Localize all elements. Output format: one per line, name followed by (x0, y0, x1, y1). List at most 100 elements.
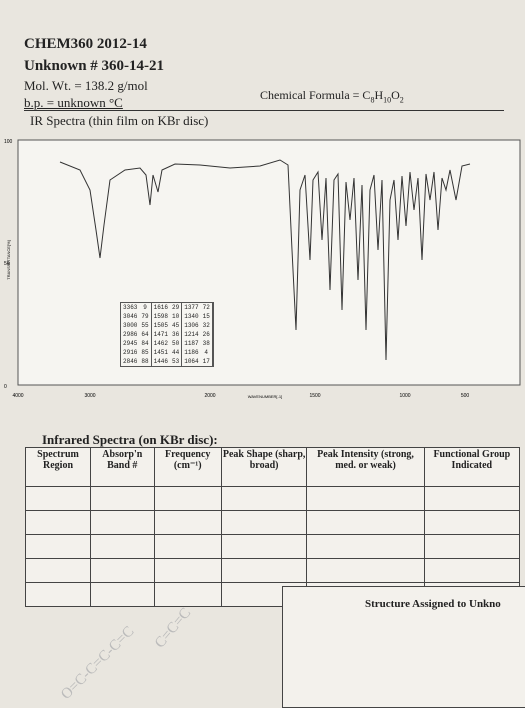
peak-cell: 38 (200, 339, 213, 348)
peak-cell: 3000 (123, 322, 138, 329)
empty-cell (24, 582, 92, 607)
course: CHEM360 2012-14 (24, 36, 147, 52)
x-tick-label: 1000 (399, 393, 410, 399)
peak-cell: 50 (170, 339, 183, 348)
empty-row (24, 486, 521, 511)
empty-cell (153, 558, 222, 583)
peak-cell: 4 (200, 348, 213, 357)
x-tick-label: 2000 (204, 393, 215, 399)
peak-row: 3000 55 1505 45 1306 32 (121, 321, 213, 330)
empty-cell (153, 534, 222, 559)
peak-cell: 3363 (123, 304, 138, 311)
x-tick-label: 500 (461, 393, 470, 399)
peak-row: 3046 79 1598 10 1340 15 (121, 312, 213, 321)
column-header: Peak Intensity (strong, med. or weak) (306, 447, 425, 487)
peak-row: 3363 9 1616 29 1377 72 (121, 303, 213, 312)
empty-cell (24, 510, 92, 535)
empty-cell (306, 558, 425, 583)
spectrum-trace (59, 159, 471, 361)
peak-cell: 1451 (153, 349, 169, 356)
empty-cell (423, 510, 521, 535)
empty-cell (90, 582, 155, 607)
y-axis-label: TRANSMITTANCE[%] (6, 240, 11, 279)
structure-box (282, 586, 525, 708)
peak-cell: 88 (139, 357, 152, 366)
formula-part: 8 (370, 95, 375, 105)
peak-cell: 1462 (153, 340, 169, 347)
empty-cell (90, 486, 155, 511)
rule (24, 110, 504, 111)
column-header: Frequency (cm⁻¹) (153, 447, 222, 487)
empty-cell (90, 510, 155, 535)
empty-cell (90, 534, 155, 559)
empty-cell (423, 558, 521, 583)
empty-cell (24, 534, 92, 559)
formula-part: 2 (399, 95, 404, 105)
header-row: Spectrum Region Absorp'n Band # Frequency … (24, 447, 521, 487)
empty-row (24, 558, 521, 583)
empty-cell (423, 486, 521, 511)
peak-cell: 1616 (153, 304, 169, 311)
peak-cell: 84 (139, 339, 152, 348)
formula-part: C (362, 88, 371, 102)
mol-wt: Mol. Wt. = 138.2 g/mol (24, 78, 148, 93)
empty-cell (306, 510, 425, 535)
peak-row: 2846 88 1446 53 1064 17 (121, 357, 213, 366)
peak-cell: 32 (200, 321, 213, 330)
column-header: Absorp'n Band # (90, 447, 155, 487)
peak-cell: 1064 (184, 358, 199, 365)
peak-cell: 1186 (184, 349, 199, 356)
formula-label: Chemical Formula = (260, 88, 363, 102)
empty-cell (423, 534, 521, 559)
empty-cell (153, 486, 222, 511)
empty-cell (306, 486, 425, 511)
empty-cell (90, 558, 155, 583)
empty-cell (306, 534, 425, 559)
peak-row: 2945 84 1462 50 1187 38 (121, 339, 213, 348)
peak-cell: 10 (170, 312, 183, 321)
empty-cell (24, 486, 92, 511)
handwriting: C=C=C (151, 605, 195, 652)
peak-cell: 3046 (123, 313, 138, 320)
peak-row: 2986 64 1471 36 1214 26 (121, 330, 213, 339)
peak-cell: 2846 (123, 358, 138, 365)
peak-cell: 1340 (184, 313, 199, 320)
peak-cell: 2916 (123, 349, 138, 356)
worksheet-title: Infrared Spectra (on KBr disc): (42, 432, 218, 447)
peak-cell: 29 (170, 303, 183, 312)
peak-cell: 1505 (153, 322, 169, 329)
peak-cell: 9 (139, 303, 152, 312)
peak-cell: 26 (200, 330, 213, 339)
structure-label: Structure Assigned to Unkno (365, 598, 501, 610)
y-tick-label: 50 (4, 261, 10, 267)
peak-cell: 1446 (153, 358, 169, 365)
peak-cell: 36 (170, 330, 183, 339)
peak-cell: 17 (200, 357, 213, 366)
peak-cell: 1214 (184, 331, 199, 338)
worksheet-table: Spectrum Region Absorp'n Band # Frequency … (24, 447, 521, 607)
peak-cell: 1306 (184, 322, 199, 329)
x-tick-label: 3000 (84, 393, 95, 399)
peak-cell: 15 (200, 312, 213, 321)
plot-frame (17, 139, 521, 386)
empty-cell (153, 510, 222, 535)
bp: b.p. = unknown °C (24, 95, 123, 110)
empty-cell (220, 558, 308, 583)
empty-cell (153, 582, 222, 607)
unknown-id: Unknown # 360-14-21 (24, 58, 165, 74)
peak-cell: 72 (200, 303, 213, 312)
y-tick-label: 100 (4, 139, 13, 145)
peak-cell: 55 (139, 321, 152, 330)
peak-cell: 79 (139, 312, 152, 321)
column-header: Functional Group Indicated (423, 447, 521, 487)
handwriting: O=C-C=C-C=C (58, 623, 138, 703)
peak-cell: 1377 (184, 304, 199, 311)
formula-part: H (374, 88, 384, 102)
peak-cell: 85 (139, 348, 152, 357)
formula-part: 10 (383, 95, 392, 105)
empty-row (24, 510, 521, 535)
peak-cell: 1471 (153, 331, 169, 338)
